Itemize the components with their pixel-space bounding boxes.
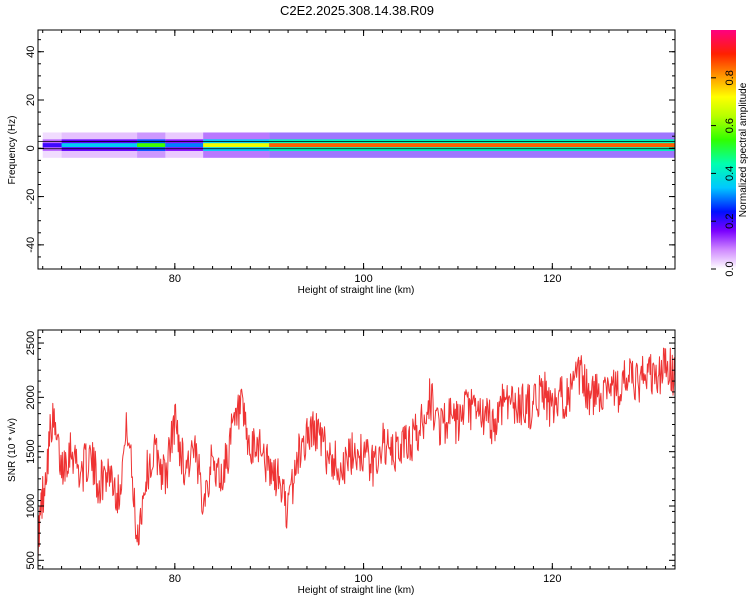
spectrogram-xtick-label-2: 120 — [543, 273, 561, 285]
colorbar-tick-label-3: 0.6 — [724, 118, 736, 133]
snr-ytick-label-3: 2000 — [25, 385, 37, 409]
spectrogram-ytick-label-2: 0 — [25, 145, 37, 151]
colorbar-gradient — [711, 30, 736, 269]
colorbar: 0.0 0.2 0.4 0.6 0.8 Normalized spectral ampl… — [711, 30, 749, 277]
snr-ytick-label-2: 1500 — [25, 439, 37, 463]
spectrogram-band-core-3 — [165, 143, 204, 148]
spectrogram-band-core-2 — [137, 143, 166, 148]
colorbar-tick-label-2: 0.4 — [724, 166, 736, 181]
snr-series-line — [37, 347, 676, 562]
colorbar-tick-label-0: 0.0 — [724, 261, 736, 276]
snr-xtick-label-0: 80 — [169, 573, 181, 585]
spectrogram-xtick-label-0: 80 — [169, 273, 181, 285]
spectrogram-xtick-label-1: 100 — [354, 273, 372, 285]
spectrogram-panel: 80 100 120 -40 -20 0 20 40 Height of straight l… — [7, 29, 676, 296]
spectrogram-ylabel: Frequency (Hz) — [7, 116, 18, 185]
spectrogram-band-core-5 — [269, 143, 675, 148]
spectrogram-ytick-label-3: 20 — [25, 94, 37, 106]
snr-ytick-label-4: 2500 — [25, 331, 37, 355]
colorbar-label: Normalized spectral amplitude — [738, 82, 749, 217]
spectrogram-band-core-4 — [203, 143, 270, 148]
snr-xtick-label-2: 120 — [543, 573, 561, 585]
colorbar-tick-label-4: 0.8 — [724, 70, 736, 85]
colorbar-tick-label-1: 0.2 — [724, 214, 736, 229]
spectrogram-ytick-label-0: -40 — [25, 237, 37, 253]
spectrogram-frame — [37, 29, 676, 270]
spectrogram-xlabel: Height of straight line (km) — [298, 285, 415, 296]
spectrogram-ytick-label-4: 40 — [25, 46, 37, 58]
snr-ytick-label-1: 1000 — [25, 494, 37, 518]
snr-xlabel: Height of straight line (km) — [298, 585, 415, 596]
snr-ylabel: SNR (10 * v/v) — [7, 418, 18, 482]
chart-title: C2E2.2025.308.14.38.R09 — [280, 3, 434, 18]
spectrogram-band-core-0 — [42, 143, 62, 148]
spectrogram-ytick-label-1: -20 — [25, 189, 37, 205]
spectrogram-band-core-1 — [61, 143, 138, 148]
snr-background — [38, 330, 675, 569]
snr-ytick-label-0: 500 — [25, 551, 37, 569]
snr-frame — [37, 329, 676, 570]
snr-xtick-label-1: 100 — [354, 573, 372, 585]
snr-panel: 80 100 120 500 1000 1500 2000 2500 Height of st… — [7, 329, 676, 596]
